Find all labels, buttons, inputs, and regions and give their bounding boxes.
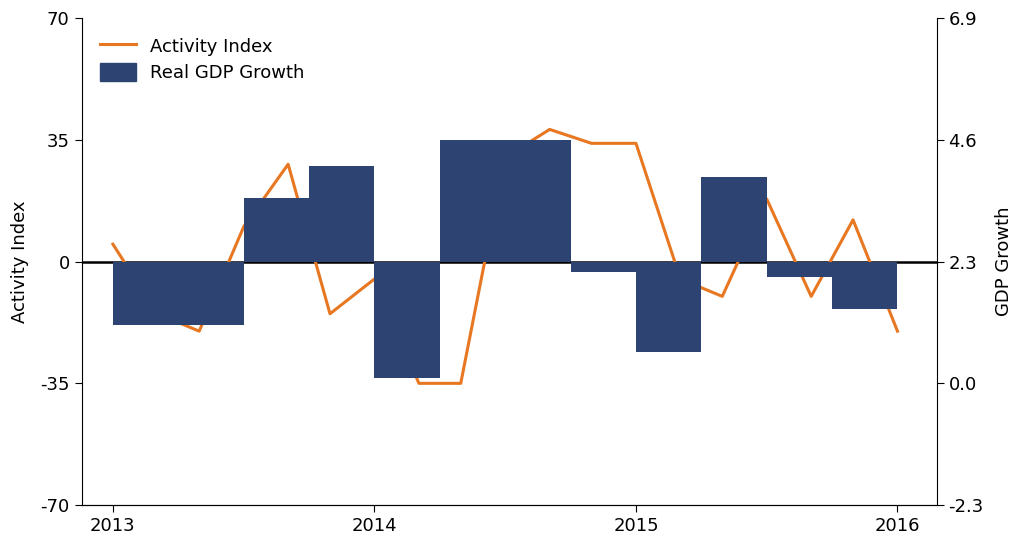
Legend: Activity Index, Real GDP Growth: Activity Index, Real GDP Growth <box>90 27 313 91</box>
Bar <box>701 177 767 262</box>
Bar <box>113 262 178 325</box>
Bar <box>309 167 375 262</box>
Bar <box>244 198 309 262</box>
Bar <box>440 140 505 262</box>
Bar <box>570 262 636 272</box>
Y-axis label: Activity Index: Activity Index <box>11 200 29 323</box>
Bar <box>505 140 570 262</box>
Bar <box>636 262 701 352</box>
Bar <box>767 262 833 277</box>
Bar <box>833 262 897 309</box>
Bar <box>178 262 244 325</box>
Bar <box>375 262 440 378</box>
Y-axis label: GDP Growth: GDP Growth <box>995 207 1013 316</box>
